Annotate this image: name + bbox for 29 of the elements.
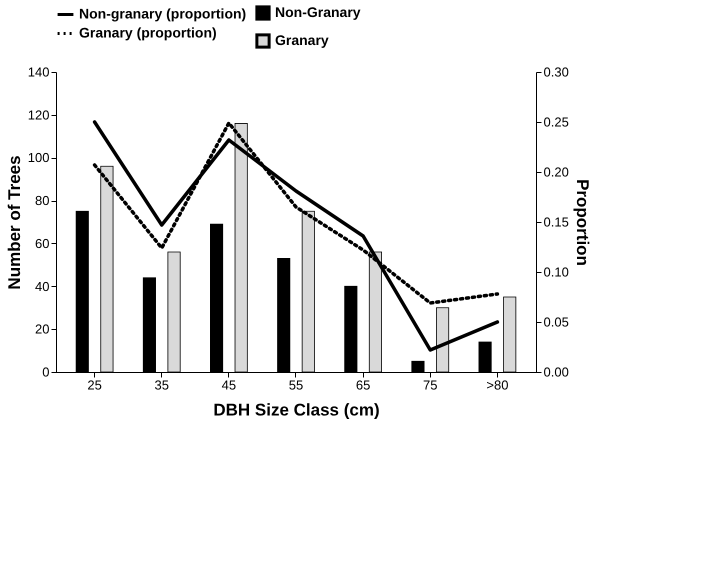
y-tick-label: 60: [35, 236, 50, 251]
x-tick-label: 35: [154, 378, 169, 392]
y-tick-label: 40: [35, 278, 50, 294]
x-tick-label: 75: [423, 378, 438, 392]
legend-label: Non-Granary: [275, 4, 361, 20]
y-tick-label: 140: [28, 64, 50, 80]
x-tick-label: 45: [222, 378, 236, 392]
y-tick-label: 20: [35, 322, 50, 337]
y2-axis-title: Proportion: [572, 179, 592, 266]
y2-tick-label: 0.10: [544, 264, 569, 280]
x-tick-label: >80: [486, 378, 508, 392]
legend-label: Granary: [275, 32, 329, 48]
y2-tick-label: 0.00: [544, 364, 569, 380]
y-tick-label: 80: [35, 193, 50, 208]
y-axis-title: Number of Trees: [4, 155, 24, 290]
x-tick-label: 25: [87, 378, 102, 392]
x-tick-label: 65: [356, 378, 370, 392]
y2-tick-label: 0.25: [544, 114, 569, 130]
legend-label: Granary (proportion): [79, 24, 217, 40]
y2-tick-label: 0.05: [544, 314, 569, 330]
legend-label: Non-granary (proportion): [79, 6, 246, 22]
y-tick-label: 0: [42, 364, 50, 380]
x-axis-title: DBH Size Class (cm): [213, 400, 380, 420]
y-tick-label: 120: [28, 107, 50, 122]
y2-tick-label: 0.30: [544, 64, 569, 80]
x-tick-label: 55: [288, 378, 304, 392]
y2-tick-label: 0.20: [544, 164, 569, 180]
y-tick-label: 100: [28, 150, 50, 166]
y2-tick-label: 0.15: [544, 214, 569, 230]
